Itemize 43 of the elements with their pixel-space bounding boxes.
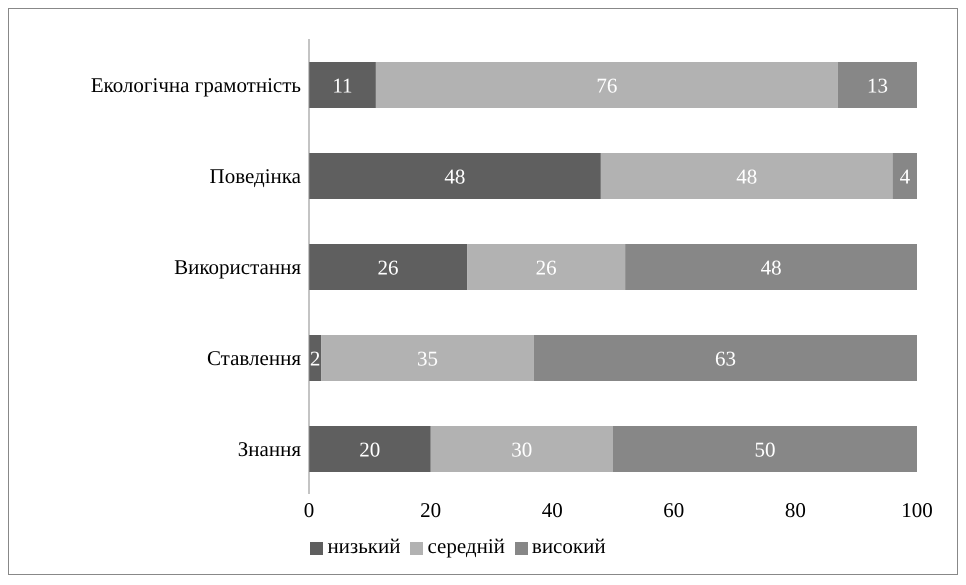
data-label: 26	[378, 255, 399, 280]
data-label: 13	[866, 73, 888, 98]
bar	[838, 62, 917, 108]
data-label: 48	[444, 164, 466, 188]
data-label: 35	[417, 346, 438, 370]
legend-label: низький	[327, 534, 400, 558]
bar	[309, 426, 431, 472]
x-tick-label: 100	[901, 498, 933, 522]
bar	[600, 153, 893, 199]
data-label: 30	[511, 437, 532, 462]
data-label: 20	[359, 437, 380, 462]
bar	[534, 335, 917, 381]
bar	[309, 62, 376, 108]
y-tick-label: Використання	[174, 254, 302, 279]
bar	[613, 426, 917, 472]
legend-label: високий	[532, 534, 606, 558]
data-label: 26	[536, 255, 557, 280]
legend-label: середній	[427, 534, 505, 558]
bar	[467, 244, 626, 290]
data-label: 48	[760, 255, 782, 280]
data-label: 11	[332, 73, 353, 98]
x-tick-label: 40	[542, 498, 563, 522]
data-label: 76	[596, 73, 618, 98]
data-label: 2	[310, 346, 320, 370]
data-label: 4	[900, 164, 911, 188]
bar	[309, 153, 601, 199]
x-tick-label: 0	[304, 498, 314, 522]
bar	[309, 244, 468, 290]
y-tick-label: Знання	[238, 436, 302, 461]
x-tick-label: 20	[420, 498, 442, 522]
data-label: 48	[736, 164, 758, 188]
bar	[430, 426, 613, 472]
bar	[376, 62, 838, 108]
y-tick-label: Ставлення	[206, 346, 302, 370]
x-tick-label: 60	[663, 498, 684, 522]
x-tick-label: 80	[784, 498, 806, 522]
y-tick-label: Поведінка	[210, 164, 302, 188]
bar	[625, 244, 917, 290]
data-label: 63	[714, 346, 736, 370]
bar	[321, 335, 534, 381]
bar	[892, 153, 917, 199]
y-tick-label: Екологічна грамотність	[90, 72, 301, 97]
data-label: 50	[754, 437, 776, 462]
